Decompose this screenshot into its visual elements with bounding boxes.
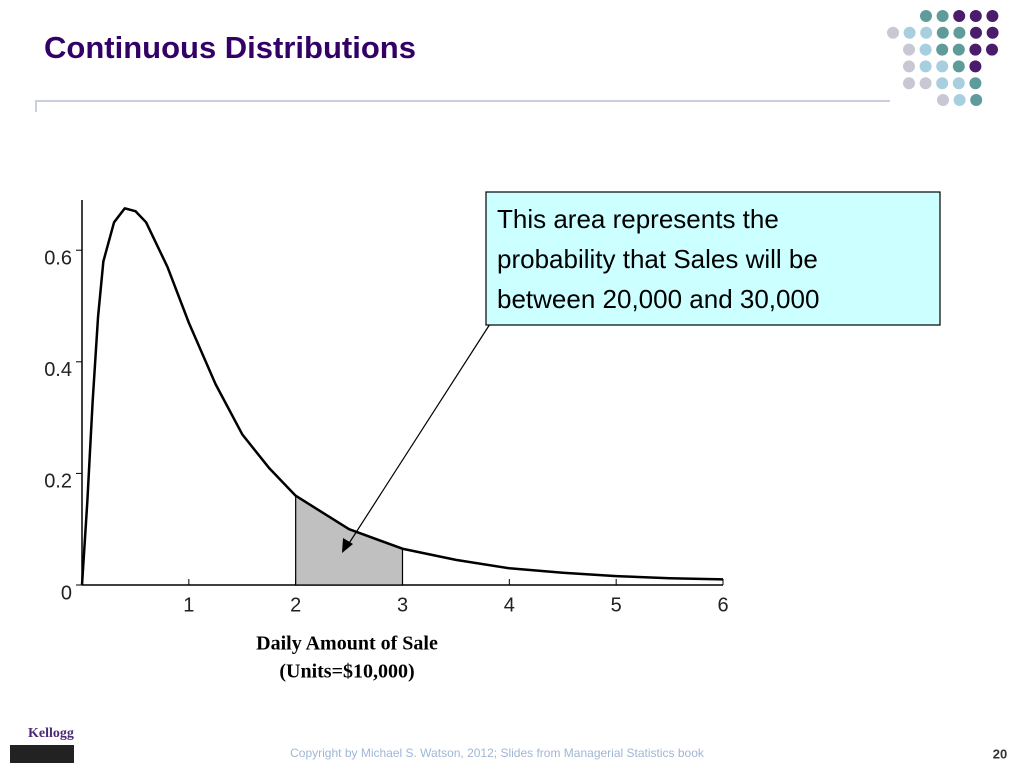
footer: Copyright by Michael S. Watson, 2012; Sl… — [290, 746, 705, 760]
dot — [986, 26, 999, 39]
dot — [903, 43, 915, 56]
dot — [970, 26, 982, 39]
dot — [903, 77, 915, 90]
annotation-box — [485, 191, 941, 326]
dot — [953, 10, 966, 22]
x-axis-label: Daily Amount of Sale — [256, 633, 438, 655]
density-curve — [80, 207, 724, 586]
y-tick-label: 0.2 — [44, 471, 72, 493]
dot — [936, 60, 949, 73]
dot — [952, 77, 965, 90]
dot — [903, 60, 915, 73]
dot — [919, 77, 932, 90]
page-number: 20 — [993, 746, 1007, 761]
highlight-area — [295, 494, 404, 586]
dot — [936, 43, 949, 56]
annotation-text: probability that Sales will be — [497, 244, 818, 274]
annotation-text: between 20,000 and 30,000 — [497, 284, 819, 314]
dot — [953, 26, 966, 39]
y-tick-label: 0 — [61, 582, 72, 604]
dot — [952, 43, 965, 56]
dot — [903, 26, 916, 39]
logo-badge — [10, 745, 74, 763]
x-tick-label: 1 — [183, 594, 194, 616]
dot — [953, 94, 966, 106]
dot — [937, 94, 949, 106]
x-axis-label: (Units=$10,000) — [279, 661, 414, 683]
x-tick-label: 4 — [504, 594, 515, 616]
title-rule — [35, 100, 890, 112]
dot — [969, 10, 982, 22]
dot — [969, 77, 982, 90]
logo: Kellogg — [28, 726, 74, 741]
x-tick-label: 6 — [717, 594, 728, 616]
dot — [887, 26, 899, 39]
x-tick-label: 5 — [611, 594, 622, 616]
dot — [936, 10, 949, 22]
plot: 0 0.2 0.4 0.6 1 2 3 4 5 6 Daily Amount of Sale (Uni… — [44, 191, 941, 683]
x-tick-label: 2 — [290, 594, 301, 616]
dot — [936, 77, 949, 90]
slide-title: Continuous Distributions — [44, 30, 416, 65]
dot — [920, 26, 933, 39]
dot — [952, 60, 965, 73]
x-tick-label: 3 — [397, 594, 408, 616]
dot — [970, 94, 983, 106]
dot — [919, 60, 932, 73]
dot — [986, 43, 998, 56]
decoration-dots — [887, 10, 999, 106]
dot — [936, 26, 949, 39]
dot — [969, 43, 982, 56]
dot — [969, 60, 982, 73]
dot — [920, 10, 932, 22]
annotation-text: This area represents the — [497, 204, 779, 234]
y-tick-label: 0.4 — [44, 359, 72, 381]
dot — [986, 10, 999, 22]
y-tick-label: 0.6 — [44, 247, 72, 269]
dot — [919, 43, 932, 56]
annotation-arrow — [345, 323, 491, 549]
annotation-arrowhead — [342, 538, 353, 553]
